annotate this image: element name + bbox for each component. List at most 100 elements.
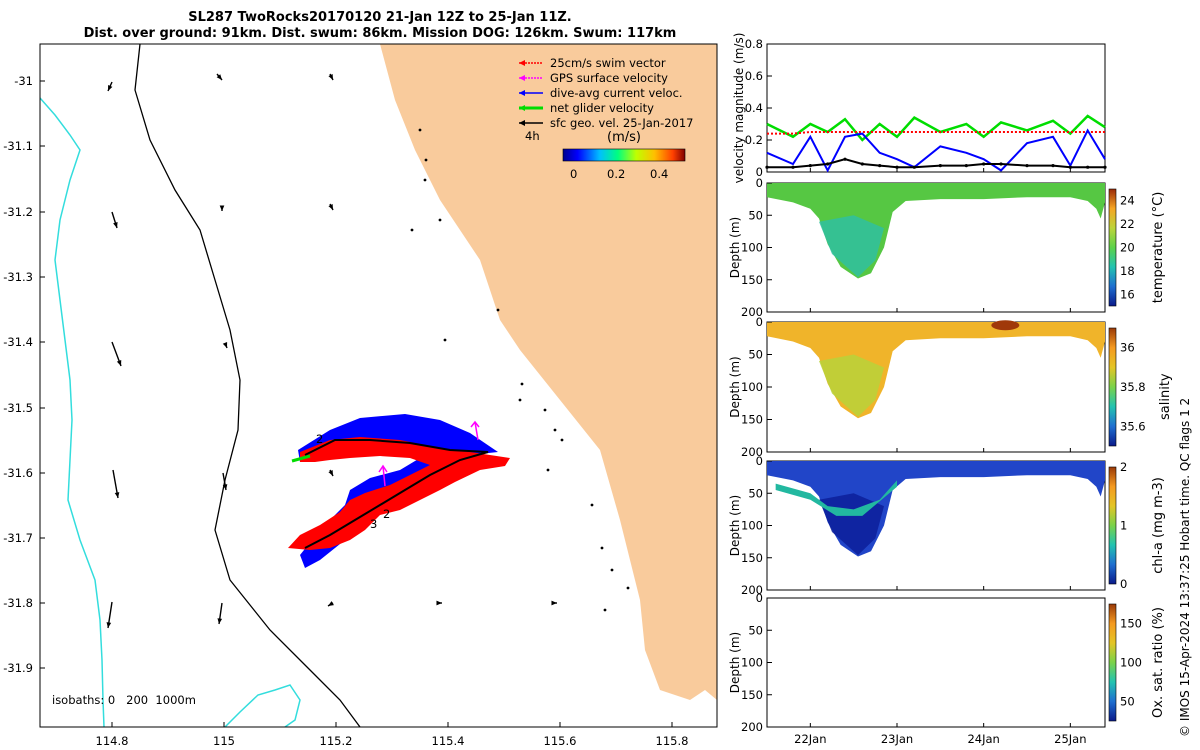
depth-tick-label: 200 <box>741 445 763 459</box>
current-arrows <box>106 73 557 629</box>
depth-tick-label: 100 <box>741 656 763 670</box>
velocity-point <box>791 165 795 169</box>
track-label-3: 3 <box>370 517 377 531</box>
legend-item: net glider velocity <box>519 101 654 115</box>
chl-max-band <box>775 480 897 516</box>
colorbar-tick-2: 0.4 <box>650 167 668 181</box>
lon-tick-label: 115.4 <box>432 734 465 748</box>
track-label-1: 2 <box>316 432 323 446</box>
isobaths-label: isobaths: 0 200 1000m <box>52 693 196 707</box>
depth-tick-label: 150 <box>741 273 763 287</box>
island-dot <box>410 228 414 232</box>
profile-panel-chl-a: 0 50 100 150 200 Depth (m) 0 1 2 chl-a (mg m-3) <box>728 454 1166 597</box>
depth-tick-label: 200 <box>741 305 763 319</box>
lat-tick-label: -31.4 <box>3 335 33 349</box>
colorbar-tick-label: 100 <box>1120 656 1142 670</box>
depth-tick-label: 150 <box>741 688 763 702</box>
lat-tick-label: -31.3 <box>3 270 33 284</box>
lat-tick-label: -31 <box>14 74 33 88</box>
glider-path-line <box>304 439 489 549</box>
current-arrow <box>551 600 557 606</box>
current-arrow <box>112 469 120 499</box>
current-arrow <box>328 203 334 211</box>
velocity-point <box>938 164 942 168</box>
velocity-point <box>982 162 986 166</box>
colorbar-tick-label: 36 <box>1120 341 1135 355</box>
current-arrow <box>328 469 334 477</box>
depth-tick-label: 50 <box>748 623 763 637</box>
credit-text: © IMOS 15-Apr-2024 13:37:25 Hobart time.… <box>1178 397 1192 737</box>
current-arrow <box>217 602 223 625</box>
track-label-2: 2 <box>383 507 390 521</box>
colorbar-tick-label: 24 <box>1120 194 1135 208</box>
colorbar-tick-label: 22 <box>1120 217 1135 231</box>
velocity-tick-label: 0.4 <box>745 101 763 115</box>
lat-tick-label: -31.2 <box>3 205 33 219</box>
isobath-200m-line <box>134 44 361 727</box>
colorbar-label: temperature (°C) <box>1151 192 1166 304</box>
section-core-fill <box>819 215 884 278</box>
depth-ylabel: Depth (m) <box>728 632 742 693</box>
colorbar-tick-label: 0 <box>1120 577 1127 591</box>
lat-ticks: -31 -31.1 -31.2 -31.3 -31.4 -31.5 -31.6 -31.7 -3… <box>3 74 45 675</box>
colorbar-tick-0: 0 <box>570 167 577 181</box>
glider-track: 2 2 3 <box>288 414 510 568</box>
island-dot <box>443 338 447 342</box>
current-arrow <box>222 342 228 349</box>
legend-label: GPS surface velocity <box>550 71 668 85</box>
velocity-ylabel: velocity magnitude (m/s) <box>732 33 746 184</box>
current-arrow <box>436 600 442 606</box>
gps-surface-vector <box>378 464 388 487</box>
island-dot <box>553 428 557 432</box>
lat-tick-label: -31.6 <box>3 466 33 480</box>
legend-label: dive-avg current veloc. <box>550 86 683 100</box>
depth-tick-label: 200 <box>741 583 763 597</box>
current-arrow <box>219 205 225 211</box>
figure-title-line1: SL287 TwoRocks20170120 21-Jan 12Z to 25-… <box>188 10 572 25</box>
section-core-fill <box>819 354 884 417</box>
velocity-point <box>808 164 812 168</box>
island-dot <box>600 546 604 550</box>
time-tick-label: 22Jan <box>794 732 826 746</box>
depth-tick-label: 50 <box>748 348 763 362</box>
depth-tick-label: 200 <box>741 720 763 734</box>
velocity-point <box>765 165 769 169</box>
lon-tick-label: 114.8 <box>96 734 129 748</box>
current-arrow <box>111 341 122 367</box>
colorbar-tick-1: 0.2 <box>607 167 625 181</box>
legend-label: net glider velocity <box>550 101 654 115</box>
depth-ylabel: Depth (m) <box>728 495 742 556</box>
time-tick-label: 25Jan <box>1054 732 1086 746</box>
velocity-tick-label: 0.8 <box>745 37 763 51</box>
colorbar-tick-label: 50 <box>1120 695 1135 709</box>
velocity-point <box>860 162 864 166</box>
salinity-max-patch <box>991 320 1020 331</box>
island-dot <box>603 608 607 612</box>
velocity-point <box>964 164 968 168</box>
time-tick-label: 23Jan <box>881 732 913 746</box>
velocity-series-line <box>766 114 1106 142</box>
velocity-point <box>1051 164 1055 168</box>
colorbar-tick-label: 1 <box>1120 519 1127 533</box>
lon-tick-label: 115 <box>213 734 235 748</box>
depth-tick-label: 0 <box>756 454 763 468</box>
current-arrow <box>216 73 223 81</box>
colorbar <box>1108 466 1117 585</box>
profile-panel-temperature: 0 50 100 150 200 Depth (m) 16 18 20 22 24 temperatu… <box>728 176 1166 319</box>
velocity-tick-label: 0.6 <box>745 69 763 83</box>
lat-tick-label: -31.9 <box>3 661 33 675</box>
velocity-series-line <box>767 131 1105 135</box>
colorbar-tick-label: 35.8 <box>1120 380 1146 394</box>
colorbar-label: Ox. sat. ratio (%) <box>1151 607 1166 718</box>
depth-tick-label: 0 <box>756 591 763 605</box>
colorbar-tick-label: 150 <box>1120 617 1142 631</box>
island-dot <box>626 586 630 590</box>
lat-tick-label: -31.7 <box>3 531 33 545</box>
velocity-point <box>1086 165 1090 169</box>
current-arrow <box>328 73 334 81</box>
